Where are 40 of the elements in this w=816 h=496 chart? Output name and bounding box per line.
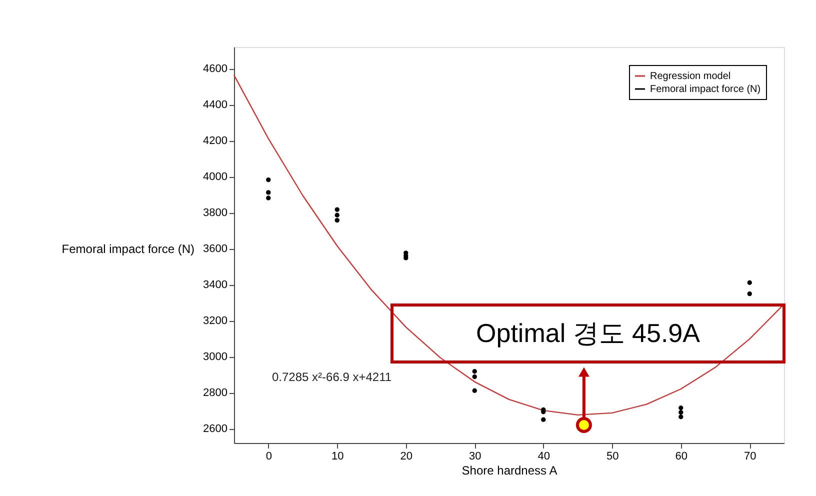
point: [266, 196, 271, 200]
annotation: Optimal 경도 45.9A: [476, 318, 701, 348]
y-tick-label: 3600: [203, 243, 228, 256]
legend-label: Regression model: [650, 71, 731, 82]
y-tick-label: 3200: [203, 315, 228, 328]
y-tick-label: 4600: [203, 63, 228, 76]
y-tick-label: 3400: [203, 279, 228, 292]
point: [678, 410, 684, 415]
y-tick-label: 4400: [203, 99, 228, 112]
y-tick-label: 3800: [203, 207, 228, 220]
point: [266, 190, 271, 195]
x-tick-label: 30: [469, 450, 482, 462]
x-tick-label: 10: [332, 450, 344, 462]
annotation: 0.7285 x²-66.9 x+4211: [272, 370, 392, 384]
x-tick-label: 70: [744, 450, 756, 462]
point: [747, 291, 752, 296]
y-tick-label: 3000: [203, 351, 228, 364]
y-tick-label: 2600: [203, 423, 228, 436]
point: [472, 388, 477, 393]
point: [334, 207, 340, 212]
point: [334, 212, 340, 218]
y-tick-label: 4200: [203, 135, 228, 148]
point: [334, 218, 340, 223]
x-tick-label: 0: [266, 450, 272, 462]
point: [472, 374, 477, 380]
y-tick-label: 4000: [203, 171, 228, 184]
point: [678, 414, 684, 420]
y-axis-title: Femoral impact force (N): [62, 242, 194, 256]
x-tick-label: 50: [606, 450, 619, 462]
point: [747, 280, 752, 285]
point: [541, 417, 546, 422]
point: [472, 369, 477, 374]
x-tick-label: 40: [538, 450, 550, 462]
y-tick-label: 2800: [203, 387, 228, 400]
x-tick-label: 60: [675, 450, 688, 462]
point: [266, 178, 271, 182]
x-tick-label: 20: [400, 450, 412, 462]
x-axis-title: Shore hardness A: [462, 464, 558, 478]
point: [678, 406, 684, 410]
legend-label: Femoral impact force (N): [650, 84, 761, 95]
